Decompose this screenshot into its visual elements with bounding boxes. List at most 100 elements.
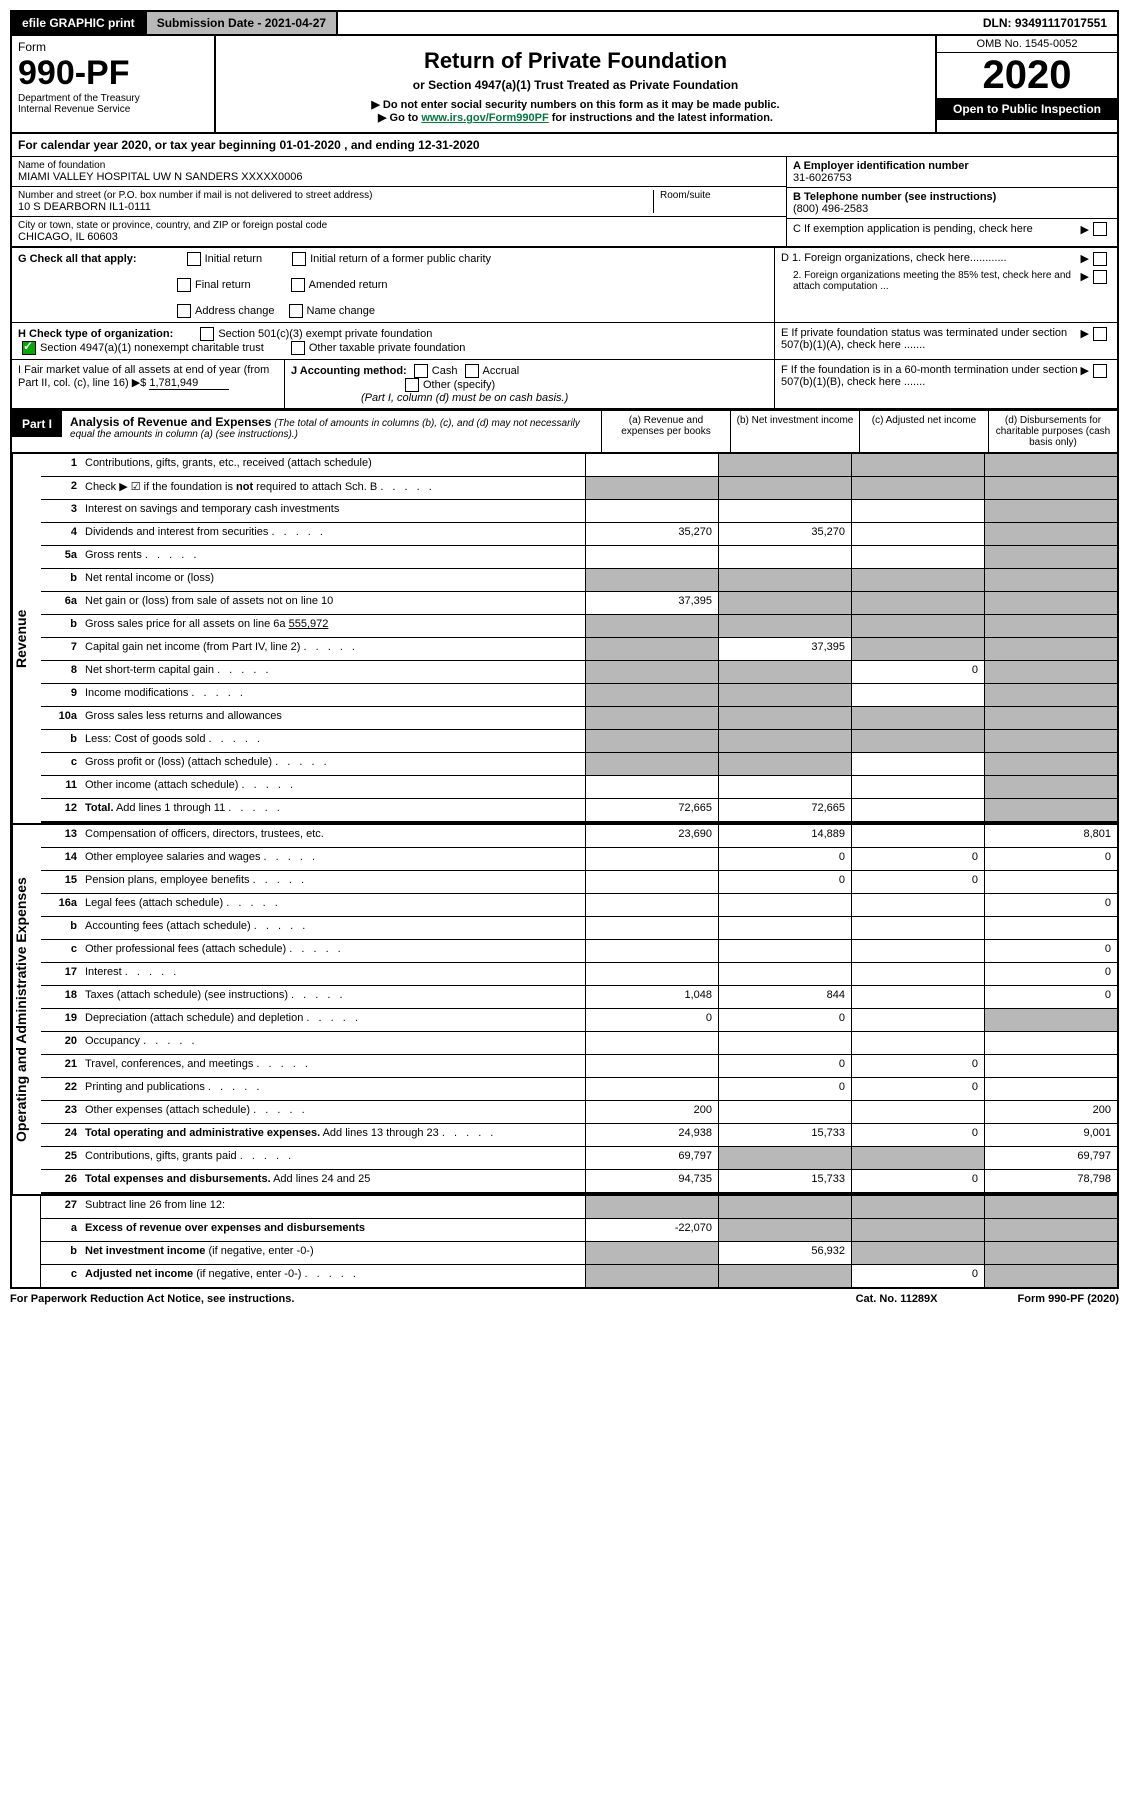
row-label: Net short-term capital gain . . . . . <box>81 661 585 683</box>
j-cb-other[interactable] <box>405 378 419 392</box>
row-label: Pension plans, employee benefits . . . .… <box>81 871 585 893</box>
h-cb-other[interactable] <box>291 341 305 355</box>
j-cb-accrual[interactable] <box>465 364 479 378</box>
cell-value: 69,797 <box>585 1147 718 1169</box>
row-num: 14 <box>41 848 81 870</box>
col-c-header: (c) Adjusted net income <box>859 411 988 452</box>
form-title: Return of Private Foundation <box>224 48 927 74</box>
cell-value <box>585 454 718 476</box>
row-label: Adjusted net income (if negative, enter … <box>81 1265 585 1287</box>
row-label: Taxes (attach schedule) (see instruction… <box>81 986 585 1008</box>
cell-grey <box>718 1147 851 1169</box>
cell-value <box>851 546 984 568</box>
cell-grey <box>585 638 718 660</box>
revenue-section: Revenue 1Contributions, gifts, grants, e… <box>10 454 1119 825</box>
g-row: G Check all that apply: Initial return I… <box>10 248 1119 323</box>
cell-grey <box>984 638 1117 660</box>
cell-grey <box>984 477 1117 499</box>
row-label: Dividends and interest from securities .… <box>81 523 585 545</box>
table-row: 10aGross sales less returns and allowanc… <box>41 707 1117 730</box>
table-row: 8Net short-term capital gain . . . . .0 <box>41 661 1117 684</box>
row-num: 11 <box>41 776 81 798</box>
g-cb-addr[interactable] <box>177 304 191 318</box>
row-label: Gross sales price for all assets on line… <box>81 615 585 637</box>
row-num: 27 <box>41 1196 81 1218</box>
d1-checkbox[interactable] <box>1093 252 1107 266</box>
d2-checkbox[interactable] <box>1093 270 1107 284</box>
cell-value: 844 <box>718 986 851 1008</box>
g-cb-initial[interactable] <box>187 252 201 266</box>
cell-grey <box>851 1147 984 1169</box>
cell-value: 0 <box>851 1055 984 1077</box>
h-cb-4947[interactable] <box>22 341 36 355</box>
row-label: Total expenses and disbursements. Add li… <box>81 1170 585 1192</box>
row-num: 24 <box>41 1124 81 1146</box>
cell-value <box>984 1055 1117 1077</box>
irs-label: Internal Revenue Service <box>18 104 208 115</box>
g-cb-amended[interactable] <box>291 278 305 292</box>
irs-link[interactable]: www.irs.gov/Form990PF <box>421 112 548 124</box>
e-checkbox[interactable] <box>1093 327 1107 341</box>
cell-value <box>984 1032 1117 1054</box>
e-label: E If private foundation status was termi… <box>781 327 1081 355</box>
table-row: 19Depreciation (attach schedule) and dep… <box>41 1009 1117 1032</box>
cell-value <box>718 500 851 522</box>
cell-value <box>851 500 984 522</box>
form-number: 990-PF <box>18 54 208 93</box>
row-num: 7 <box>41 638 81 660</box>
cell-value <box>585 917 718 939</box>
cell-value: 24,938 <box>585 1124 718 1146</box>
h-label: H Check type of organization: <box>18 328 173 340</box>
cell-grey <box>851 615 984 637</box>
h-cb-501c3[interactable] <box>200 327 214 341</box>
f-checkbox[interactable] <box>1093 364 1107 378</box>
row-label: Check ▶ ☑ if the foundation is not requi… <box>81 477 585 499</box>
cell-value <box>851 684 984 706</box>
cell-grey <box>984 1196 1117 1218</box>
cell-value: 200 <box>984 1101 1117 1123</box>
row-label: Contributions, gifts, grants, etc., rece… <box>81 454 585 476</box>
cell-value: 200 <box>585 1101 718 1123</box>
cell-grey <box>851 638 984 660</box>
entity-info: Name of foundation MIAMI VALLEY HOSPITAL… <box>10 156 1119 248</box>
row-label: Accounting fees (attach schedule) . . . … <box>81 917 585 939</box>
row-label: Subtract line 26 from line 12: <box>81 1196 585 1218</box>
row-num: a <box>41 1219 81 1241</box>
cell-value: 0 <box>851 1078 984 1100</box>
cell-grey <box>585 477 718 499</box>
opex-section: Operating and Administrative Expenses 13… <box>10 825 1119 1196</box>
footer-right: Form 990-PF (2020) <box>1018 1293 1119 1305</box>
cell-value: 0 <box>851 1265 984 1287</box>
revenue-label: Revenue <box>12 454 41 823</box>
g-cb-former[interactable] <box>292 252 306 266</box>
cell-grey <box>851 730 984 752</box>
row-label: Printing and publications . . . . . <box>81 1078 585 1100</box>
cell-grey <box>851 1242 984 1264</box>
cell-value <box>851 1009 984 1031</box>
i-label: I Fair market value of all assets at end… <box>18 364 269 389</box>
cell-grey <box>718 454 851 476</box>
cell-grey <box>851 707 984 729</box>
cell-grey <box>984 569 1117 591</box>
row-num: b <box>41 1242 81 1264</box>
cell-grey <box>984 776 1117 798</box>
analysis-title: Analysis of Revenue and Expenses <box>70 415 271 429</box>
row-num: c <box>41 753 81 775</box>
form-subtitle: or Section 4947(a)(1) Trust Treated as P… <box>224 78 927 92</box>
cell-value <box>984 917 1117 939</box>
row-label: Travel, conferences, and meetings . . . … <box>81 1055 585 1077</box>
city-label: City or town, state or province, country… <box>18 220 780 231</box>
row-label: Other income (attach schedule) . . . . . <box>81 776 585 798</box>
table-row: 9Income modifications . . . . . <box>41 684 1117 707</box>
table-row: 23Other expenses (attach schedule) . . .… <box>41 1101 1117 1124</box>
row-num: 12 <box>41 799 81 821</box>
g-cb-final[interactable] <box>177 278 191 292</box>
table-row: 20Occupancy . . . . . <box>41 1032 1117 1055</box>
j-cb-cash[interactable] <box>414 364 428 378</box>
c-checkbox[interactable] <box>1093 222 1107 236</box>
part-label: Part I <box>12 411 62 437</box>
row-num: 13 <box>41 825 81 847</box>
g-cb-name[interactable] <box>289 304 303 318</box>
cell-value <box>585 1055 718 1077</box>
ein-label: A Employer identification number <box>793 160 1111 172</box>
